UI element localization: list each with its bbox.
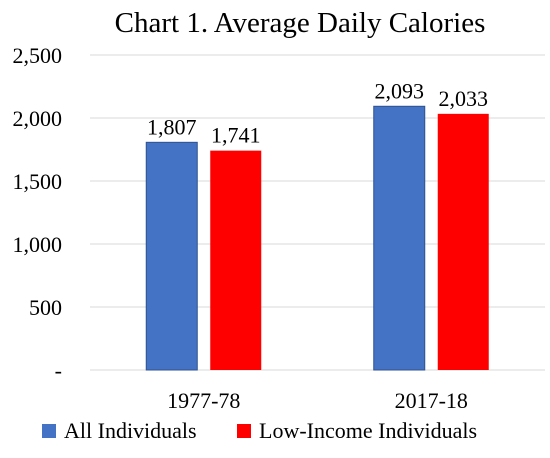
data-label: 2,093 bbox=[375, 78, 425, 103]
y-tick-label: 2,500 bbox=[13, 43, 63, 68]
bar bbox=[145, 141, 198, 371]
x-tick-label: 2017-18 bbox=[395, 388, 468, 413]
legend-label: All Individuals bbox=[64, 418, 197, 443]
legend-swatch bbox=[237, 424, 251, 438]
legend: All Individuals Low-Income Individuals bbox=[42, 418, 477, 443]
y-tick-label: - bbox=[55, 358, 62, 383]
data-label: 1,741 bbox=[211, 123, 261, 148]
bars bbox=[145, 105, 489, 371]
bar bbox=[437, 113, 489, 370]
data-label: 1,807 bbox=[147, 114, 197, 139]
bar bbox=[210, 150, 262, 370]
chart-title: Chart 1. Average Daily Calories bbox=[115, 7, 486, 39]
data-labels: 1,807 1,741 2,093 2,033 bbox=[147, 78, 488, 147]
legend-label: Low-Income Individuals bbox=[259, 418, 477, 443]
x-axis-tick-labels: 1977-78 2017-18 bbox=[167, 388, 468, 413]
y-tick-label: 2,000 bbox=[13, 106, 63, 131]
data-label: 2,033 bbox=[439, 86, 489, 111]
y-tick-label: 1,000 bbox=[13, 232, 63, 257]
y-tick-label: 1,500 bbox=[13, 169, 63, 194]
y-tick-label: 500 bbox=[29, 295, 62, 320]
bar bbox=[373, 105, 426, 371]
legend-swatch bbox=[42, 424, 56, 438]
y-axis-tick-labels: - 500 1,000 1,500 2,000 2,500 bbox=[13, 43, 63, 383]
x-tick-label: 1977-78 bbox=[167, 388, 240, 413]
